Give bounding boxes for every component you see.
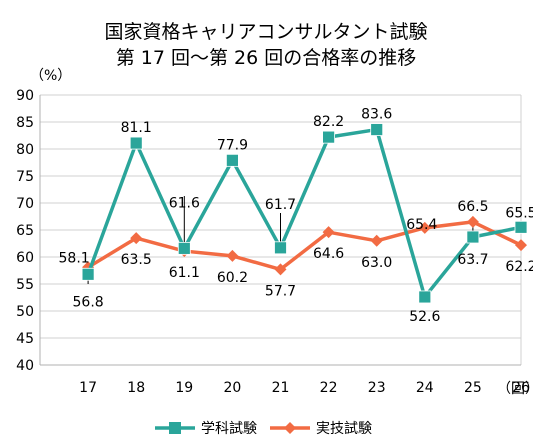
x-tick-label: 21 xyxy=(272,380,290,396)
data-label: 82.2 xyxy=(313,114,344,130)
x-tick-label: 19 xyxy=(175,380,193,396)
data-point-square xyxy=(274,241,287,255)
data-point-diamond xyxy=(226,249,239,262)
data-point-diamond xyxy=(418,221,431,234)
y-axis-ticks: 40 45 50 55 60 65 70 75 80 85 90 xyxy=(16,88,34,374)
y-tick-label: 70 xyxy=(16,196,34,212)
x-axis-unit: （回） xyxy=(497,381,533,397)
data-point-square xyxy=(322,130,336,144)
y-axis-unit: （%） xyxy=(30,68,71,84)
data-point-square xyxy=(514,220,528,234)
data-label: 61.6 xyxy=(169,195,200,211)
data-point-diamond xyxy=(322,226,335,239)
gridlines xyxy=(39,94,522,366)
data-point-square xyxy=(81,267,95,281)
data-point-diamond xyxy=(466,215,479,228)
y-tick-label: 80 xyxy=(16,142,34,158)
y-tick-label: 60 xyxy=(16,250,34,266)
y-tick-label: 50 xyxy=(16,304,34,320)
x-tick-label: 24 xyxy=(416,380,434,396)
data-point-square xyxy=(466,230,480,244)
data-label: 62.2 xyxy=(505,259,533,275)
x-tick-label: 23 xyxy=(368,380,386,396)
legend-marker-diamond xyxy=(284,422,296,434)
data-label: 56.8 xyxy=(73,294,104,310)
y-tick-label: 45 xyxy=(16,331,34,347)
plot-area xyxy=(81,123,528,304)
chart-title-line-1: 国家資格キャリアコンサルタント試験 xyxy=(104,21,427,43)
data-label: 66.5 xyxy=(457,199,488,215)
y-tick-label: 40 xyxy=(16,358,34,374)
data-labels: 56.8 81.1 61.6 77.9 61.7 82.2 83.6 52.6 63.7 65.5… xyxy=(59,107,533,325)
x-tick-label: 26 xyxy=(512,380,530,396)
data-label: 65.4 xyxy=(406,217,437,233)
legend: 学科試験 実技試験 xyxy=(155,421,372,437)
y-tick-label: 85 xyxy=(16,115,34,131)
data-label: 63.0 xyxy=(361,255,392,271)
data-point-square xyxy=(225,153,239,167)
series-line xyxy=(86,127,522,299)
series-line xyxy=(87,220,522,272)
data-label: 81.1 xyxy=(121,120,152,136)
legend-label: 学科試験 xyxy=(201,421,257,437)
data-point-diamond xyxy=(370,234,383,247)
y-tick-label: 75 xyxy=(16,169,34,185)
data-point-square xyxy=(177,241,191,255)
data-label: 57.7 xyxy=(265,283,296,299)
data-point-diamond xyxy=(130,232,143,245)
data-point-square xyxy=(129,136,143,150)
data-label: 61.1 xyxy=(169,265,200,281)
data-label: 58.1 xyxy=(59,250,90,266)
data-point-square xyxy=(418,290,432,304)
data-label: 65.5 xyxy=(505,205,533,221)
data-label: 60.2 xyxy=(217,270,248,286)
data-point-diamond xyxy=(515,239,527,252)
data-label: 83.6 xyxy=(361,107,392,123)
data-label: 61.7 xyxy=(265,197,296,213)
data-label: 63.7 xyxy=(457,252,488,268)
x-tick-label: 20 xyxy=(223,380,241,396)
y-tick-label: 55 xyxy=(16,277,34,293)
data-point-square xyxy=(370,123,384,136)
data-label: 52.6 xyxy=(409,309,440,325)
x-tick-label: 25 xyxy=(464,380,482,396)
x-tick-label: 18 xyxy=(127,380,145,396)
data-point-diamond xyxy=(274,263,287,276)
chart-title-line-2: 第 17 回～第 26 回の合格率の推移 xyxy=(116,47,417,69)
data-label: 77.9 xyxy=(217,137,248,153)
x-tick-label: 17 xyxy=(79,380,97,396)
y-tick-label: 90 xyxy=(16,88,34,104)
data-label: 64.6 xyxy=(313,246,344,262)
y-tick-label: 65 xyxy=(16,223,34,239)
x-tick-label: 22 xyxy=(320,380,338,396)
legend-label: 実技試験 xyxy=(316,421,372,437)
legend-marker-square xyxy=(169,422,181,434)
data-label: 63.5 xyxy=(121,252,152,268)
x-axis-ticks: 17 18 19 20 21 22 23 24 25 26 xyxy=(79,380,530,396)
